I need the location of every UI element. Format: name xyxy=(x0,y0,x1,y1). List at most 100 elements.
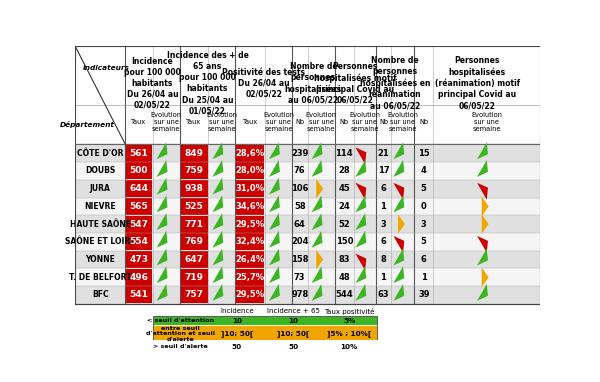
Bar xyxy=(180,251,208,268)
Text: 32,4%: 32,4% xyxy=(236,237,265,246)
Text: NIEVRE: NIEVRE xyxy=(85,202,116,211)
Bar xyxy=(236,198,265,215)
Text: 769: 769 xyxy=(184,237,203,246)
Bar xyxy=(152,316,377,325)
Text: 473: 473 xyxy=(130,255,148,264)
Text: Département: Département xyxy=(60,121,115,128)
Bar xyxy=(236,162,265,180)
Text: ]10; 50[: ]10; 50[ xyxy=(221,330,253,337)
Text: 757: 757 xyxy=(184,290,203,299)
Text: 5: 5 xyxy=(421,184,427,193)
Bar xyxy=(75,180,540,197)
Text: 719: 719 xyxy=(184,273,203,282)
Text: 565: 565 xyxy=(130,202,148,211)
Text: 647: 647 xyxy=(184,255,203,264)
Bar xyxy=(180,215,208,233)
Text: 29,5%: 29,5% xyxy=(236,290,265,299)
Text: Positivité des tests
Du 26/04 au
02/05/22: Positivité des tests Du 26/04 au 02/05/2… xyxy=(222,68,305,99)
Bar xyxy=(180,269,208,286)
Text: 83: 83 xyxy=(338,255,350,264)
Text: 63: 63 xyxy=(377,290,389,299)
Text: 561: 561 xyxy=(130,149,148,158)
Text: Evolution
sur une
semaine: Evolution sur une semaine xyxy=(388,112,418,132)
Text: 73: 73 xyxy=(294,273,305,282)
Text: 39: 39 xyxy=(418,290,430,299)
Text: Evolution
sur une
semaine: Evolution sur une semaine xyxy=(206,112,238,132)
Text: 158: 158 xyxy=(291,255,308,264)
Text: 771: 771 xyxy=(184,220,203,228)
Text: 759: 759 xyxy=(184,167,203,175)
Text: 644: 644 xyxy=(130,184,148,193)
Bar xyxy=(180,162,208,180)
Text: HAUTE SAÔNE: HAUTE SAÔNE xyxy=(70,220,131,228)
Bar xyxy=(126,233,152,250)
Bar xyxy=(75,215,540,233)
Text: Evolution
sur une
semaine: Evolution sur une semaine xyxy=(151,112,182,132)
Text: 76: 76 xyxy=(294,167,305,175)
Text: 541: 541 xyxy=(130,290,148,299)
Text: 28,0%: 28,0% xyxy=(236,167,265,175)
Bar xyxy=(236,180,265,197)
Bar xyxy=(180,198,208,215)
Bar xyxy=(126,286,152,303)
Text: SAÔNE ET LOIRE: SAÔNE ET LOIRE xyxy=(65,237,136,246)
Text: 114: 114 xyxy=(335,149,353,158)
Bar xyxy=(126,145,152,162)
Bar xyxy=(236,233,265,250)
Text: 29,5%: 29,5% xyxy=(236,220,265,228)
Bar xyxy=(152,325,377,342)
Text: Personnes
hospitalisées
(réanimation) motif
principal Covid au
06/05/22: Personnes hospitalisées (réanimation) mo… xyxy=(434,56,520,110)
Text: ]10; 50[: ]10; 50[ xyxy=(277,330,309,337)
Text: 1: 1 xyxy=(380,273,386,282)
Text: Nb: Nb xyxy=(340,119,349,125)
Text: DOUBS: DOUBS xyxy=(85,167,115,175)
Text: 1: 1 xyxy=(421,273,427,282)
Text: 978: 978 xyxy=(291,290,308,299)
Text: Evolution
sur une
semaine: Evolution sur une semaine xyxy=(263,112,294,132)
Text: Nombre de
personnes
hospitalisées
au 06/05/22: Nombre de personnes hospitalisées au 06/… xyxy=(285,62,342,105)
Text: Nb: Nb xyxy=(295,119,304,125)
Bar xyxy=(75,269,540,286)
Text: 1: 1 xyxy=(380,202,386,211)
Text: 52: 52 xyxy=(338,220,350,228)
Text: Taux positivité: Taux positivité xyxy=(324,308,374,315)
Bar xyxy=(180,180,208,197)
Text: BFC: BFC xyxy=(92,290,109,299)
Text: 28: 28 xyxy=(338,167,350,175)
Bar xyxy=(75,46,540,144)
Bar xyxy=(152,342,377,351)
Text: YONNE: YONNE xyxy=(85,255,115,264)
Text: 239: 239 xyxy=(291,149,308,158)
Text: T. DE BELFORT: T. DE BELFORT xyxy=(69,273,131,282)
Bar xyxy=(75,286,540,304)
Text: 10%: 10% xyxy=(341,344,358,350)
Text: 50: 50 xyxy=(232,344,242,350)
Text: 5%: 5% xyxy=(343,318,355,324)
Text: Evolution
sur une
semaine: Evolution sur une semaine xyxy=(349,112,380,132)
Text: 15: 15 xyxy=(418,149,430,158)
Text: 938: 938 xyxy=(185,184,203,193)
Text: > seuil d'alerte: > seuil d'alerte xyxy=(153,345,208,350)
Text: 28,6%: 28,6% xyxy=(236,149,265,158)
Text: 31,0%: 31,0% xyxy=(236,184,265,193)
Text: < seuil d'attention: < seuil d'attention xyxy=(147,318,214,323)
Text: JURA: JURA xyxy=(90,184,110,193)
Bar xyxy=(126,269,152,286)
Bar xyxy=(180,286,208,303)
Bar xyxy=(180,233,208,250)
Text: 25,7%: 25,7% xyxy=(236,273,265,282)
Text: 554: 554 xyxy=(130,237,148,246)
Text: 547: 547 xyxy=(130,220,148,228)
Text: 64: 64 xyxy=(294,220,305,228)
Bar xyxy=(180,145,208,162)
Text: 0: 0 xyxy=(421,202,427,211)
Text: 8: 8 xyxy=(380,255,386,264)
Text: 4: 4 xyxy=(421,167,427,175)
Text: 3: 3 xyxy=(380,220,386,228)
Bar xyxy=(152,316,377,351)
Text: Taux: Taux xyxy=(187,119,202,125)
Text: Indicateurs: Indicateurs xyxy=(83,65,130,71)
Text: Evolution
sur une
semaine: Evolution sur une semaine xyxy=(471,112,502,132)
Bar xyxy=(236,286,265,303)
Text: 150: 150 xyxy=(335,237,353,246)
